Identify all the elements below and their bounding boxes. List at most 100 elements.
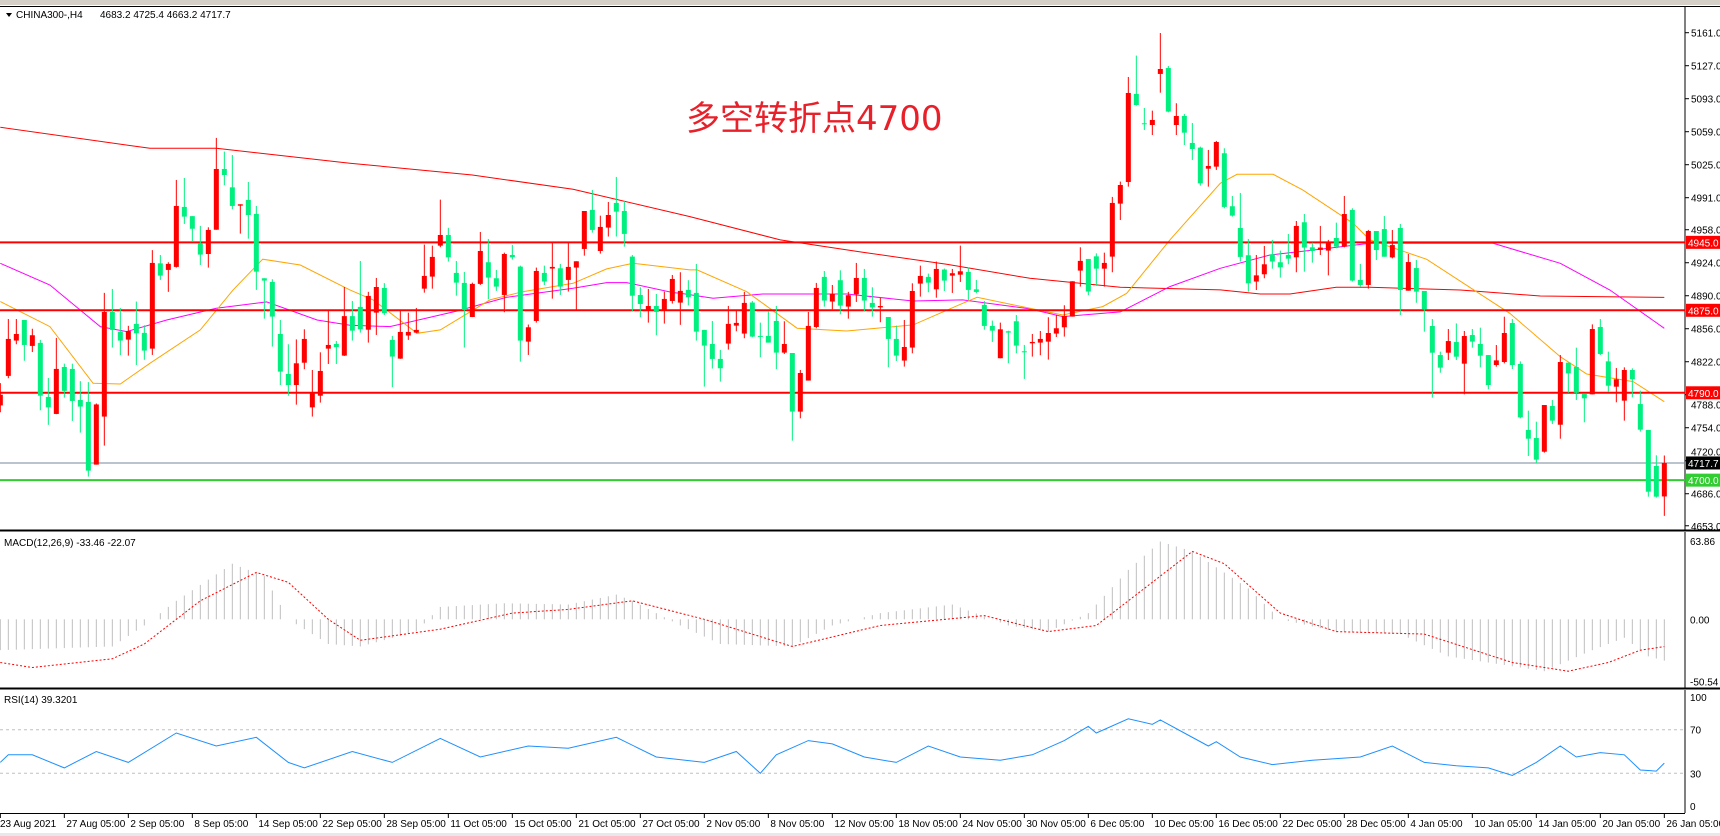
candle [1173, 103, 1179, 136]
candle [453, 260, 459, 296]
candle-body [85, 401, 91, 471]
candle [837, 270, 843, 315]
candle-body [61, 366, 67, 391]
candle [1501, 316, 1507, 364]
candle-body [317, 370, 323, 396]
candle [781, 321, 787, 354]
candle [445, 227, 451, 262]
candle [741, 291, 747, 339]
candle-body [549, 266, 555, 269]
candle-body [133, 323, 139, 334]
candle [1661, 455, 1667, 516]
candle [1029, 333, 1035, 357]
candle-body [53, 368, 59, 414]
candle-body [661, 298, 667, 310]
candle-body [805, 325, 811, 381]
candle [1221, 148, 1227, 209]
candle [1189, 122, 1195, 160]
candle-body [101, 311, 107, 417]
candle-body [645, 306, 651, 310]
candle-body [789, 352, 795, 412]
candle [1389, 230, 1395, 259]
candle-body [669, 278, 675, 301]
candle [1341, 195, 1347, 248]
price-tick-label: 5127.0 [1691, 62, 1720, 73]
candle-body [725, 323, 731, 344]
rsi-pane[interactable]: 100 70 30 0 [0, 690, 1707, 814]
candle-body [1357, 279, 1363, 285]
macd-tick-label: 0.00 [1690, 615, 1710, 626]
candle-body [229, 187, 235, 206]
candle-body [1397, 227, 1403, 291]
candle [317, 352, 323, 403]
candle [5, 319, 11, 379]
candle [941, 268, 947, 291]
time-tick-label: 14 Jan 05:00 [1538, 819, 1596, 830]
candle [1037, 330, 1043, 356]
candle-body [1021, 351, 1027, 353]
candle [205, 227, 211, 268]
candle [117, 307, 123, 356]
candle [1085, 258, 1091, 296]
candle-body [1461, 336, 1467, 364]
price-tick-label: 4958.0 [1691, 226, 1720, 237]
candle [965, 267, 971, 301]
candle-body [797, 372, 803, 412]
candle [1053, 314, 1059, 337]
price-pane[interactable]: 5161.0 5127.0 5093.0 5059.0 5025.0 4991.0 4958… [0, 7, 1720, 533]
candle [37, 339, 43, 411]
candle [869, 287, 875, 317]
candle-body [5, 338, 11, 376]
candle-body [1437, 355, 1443, 368]
candle-body [693, 292, 699, 332]
candle-body [469, 283, 475, 317]
dropdown-triangle-icon[interactable] [6, 13, 12, 17]
candle [437, 199, 443, 248]
candle [173, 179, 179, 268]
candle-body [829, 293, 835, 302]
candle-body [621, 210, 627, 234]
candle-body [533, 270, 539, 321]
candle [93, 403, 99, 465]
candle [1181, 113, 1187, 145]
candle [237, 204, 243, 234]
time-tick-label: 2 Nov 05:00 [706, 819, 760, 830]
candle-body [13, 333, 19, 341]
candle [1309, 242, 1315, 263]
candle-body [1221, 153, 1227, 207]
candle-body [445, 234, 451, 258]
price-badge [1686, 386, 1720, 400]
chart-header: CHINA300-,H4 4683.2 4725.4 4663.2 4717.7 [6, 10, 231, 21]
candle [925, 273, 931, 293]
candle-body [1469, 335, 1475, 342]
candle [45, 377, 51, 425]
candle-body [573, 261, 579, 268]
candle-body [917, 275, 923, 284]
time-tick-label: 21 Oct 05:00 [578, 819, 636, 830]
candle-body [701, 329, 707, 346]
candle-body [1037, 338, 1043, 343]
candle-body [1389, 245, 1395, 258]
candle-body [453, 272, 459, 283]
candle [141, 325, 147, 360]
candle [269, 279, 275, 347]
candle [1237, 192, 1243, 262]
candle [309, 369, 315, 417]
candle-body [1317, 247, 1323, 250]
candle [1021, 344, 1027, 379]
time-tick-label: 15 Oct 05:00 [514, 819, 572, 830]
candle [517, 265, 523, 362]
candle-body [37, 342, 43, 396]
candle [1597, 319, 1603, 356]
candle [1605, 351, 1611, 392]
candle [1557, 355, 1563, 439]
macd-pane[interactable]: 63.86 0.00 -50.54 [0, 532, 1720, 690]
candle-body [1269, 254, 1275, 262]
candle-body [1645, 429, 1651, 492]
candle [893, 325, 899, 361]
time-tick-label: 27 Aug 05:00 [66, 819, 125, 830]
candle [645, 288, 651, 323]
candle-body [0, 394, 3, 406]
time-tick-label: 12 Nov 05:00 [834, 819, 894, 830]
